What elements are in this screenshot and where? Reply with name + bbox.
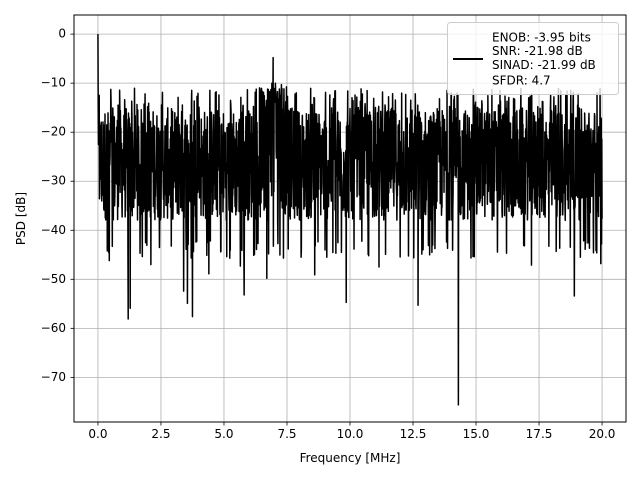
y-tick-label: −60 bbox=[41, 321, 66, 335]
series-psd bbox=[97, 34, 603, 406]
series-psd-trace bbox=[97, 34, 603, 406]
x-tick-label: 0.0 bbox=[88, 427, 107, 441]
y-tick-label: 0 bbox=[58, 27, 66, 41]
x-tick-label: 10.0 bbox=[337, 427, 364, 441]
x-tick-label: 17.5 bbox=[526, 427, 553, 441]
y-tick-label: −30 bbox=[41, 174, 66, 188]
y-axis-ticks: 0 −10 −20 −30 −40 −50 −60 −70 bbox=[41, 27, 74, 384]
x-axis-label: Frequency [MHz] bbox=[300, 451, 401, 465]
y-tick-label: −20 bbox=[41, 125, 66, 139]
legend-box bbox=[447, 22, 619, 95]
x-tick-label: 20.0 bbox=[589, 427, 616, 441]
legend-text-snr: SNR: -21.98 dB bbox=[492, 44, 583, 58]
x-tick-label: 5.0 bbox=[214, 427, 233, 441]
y-tick-label: −10 bbox=[41, 76, 66, 90]
legend-text-enob: ENOB: -3.95 bits bbox=[492, 31, 591, 45]
legend: ENOB: -3.95 bits SNR: -21.98 dB SINAD: -… bbox=[447, 22, 619, 95]
legend-text-sinad: SINAD: -21.99 dB bbox=[492, 58, 596, 72]
y-tick-label: −70 bbox=[41, 370, 66, 384]
x-tick-label: 12.5 bbox=[400, 427, 427, 441]
y-axis-label: PSD [dB] bbox=[14, 192, 28, 245]
x-tick-label: 15.0 bbox=[463, 427, 490, 441]
legend-text-sfdr: SFDR: 4.7 bbox=[492, 74, 551, 88]
x-tick-label: 2.5 bbox=[151, 427, 170, 441]
x-tick-label: 7.5 bbox=[277, 427, 296, 441]
y-tick-label: −50 bbox=[41, 272, 66, 286]
x-axis-ticks: 0.0 2.5 5.0 7.5 10.0 12.5 15.0 17.5 20.0 bbox=[88, 422, 615, 441]
y-tick-label: −40 bbox=[41, 223, 66, 237]
